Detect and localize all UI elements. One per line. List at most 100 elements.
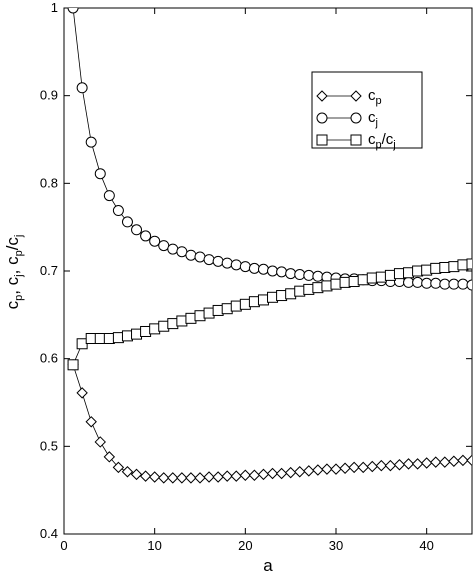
data-point bbox=[67, 359, 79, 371]
legend-swatch-marker bbox=[350, 134, 362, 146]
data-point bbox=[439, 278, 451, 290]
data-point bbox=[312, 464, 324, 476]
data-point bbox=[194, 251, 206, 263]
data-point bbox=[267, 291, 279, 303]
data-point bbox=[375, 271, 387, 283]
y-tick-label: 0.6 bbox=[40, 351, 58, 366]
series-group bbox=[67, 8, 472, 484]
legend-swatch-marker bbox=[350, 112, 362, 124]
data-point bbox=[103, 190, 115, 202]
data-point bbox=[221, 257, 233, 269]
data-point bbox=[384, 459, 397, 472]
data-point bbox=[411, 458, 424, 470]
data-point bbox=[257, 468, 270, 481]
data-point bbox=[375, 459, 388, 472]
x-tick-label: 10 bbox=[147, 538, 161, 553]
legend-label-cj: cj bbox=[368, 109, 378, 129]
data-point bbox=[457, 259, 469, 271]
legend-swatch-marker bbox=[316, 112, 328, 124]
y-tick-label: 0.9 bbox=[40, 88, 58, 103]
data-point bbox=[330, 463, 342, 475]
data-point bbox=[330, 278, 342, 290]
data-point bbox=[112, 205, 124, 217]
data-point bbox=[257, 263, 269, 275]
data-point bbox=[194, 310, 206, 322]
data-point bbox=[457, 454, 469, 467]
data-point bbox=[275, 467, 288, 480]
data-point bbox=[457, 278, 469, 290]
data-point bbox=[348, 461, 360, 474]
data-point bbox=[140, 325, 152, 337]
data-point bbox=[85, 416, 97, 428]
data-point bbox=[393, 268, 405, 280]
data-point bbox=[348, 276, 360, 288]
y-tick-label: 0.4 bbox=[40, 526, 58, 541]
data-point bbox=[403, 276, 415, 288]
data-point bbox=[421, 264, 433, 276]
data-point bbox=[167, 243, 179, 255]
data-point bbox=[140, 230, 152, 242]
data-point bbox=[257, 294, 269, 306]
data-point bbox=[158, 240, 170, 252]
data-point bbox=[321, 463, 333, 475]
data-point bbox=[221, 303, 233, 315]
data-point bbox=[130, 468, 143, 481]
data-point bbox=[466, 279, 472, 291]
data-point bbox=[312, 282, 324, 294]
legend-label-cp-cj: cp/cj bbox=[368, 131, 396, 151]
data-point bbox=[294, 269, 306, 281]
data-point bbox=[121, 216, 133, 228]
x-tick-label: 0 bbox=[60, 538, 67, 553]
data-point bbox=[239, 261, 251, 273]
data-point bbox=[221, 470, 233, 482]
data-point bbox=[303, 465, 315, 477]
data-point bbox=[203, 254, 215, 266]
data-point bbox=[212, 471, 224, 483]
data-point bbox=[248, 262, 260, 274]
data-point bbox=[412, 276, 424, 288]
data-point bbox=[366, 272, 378, 284]
data-point bbox=[312, 270, 324, 282]
data-point bbox=[203, 307, 215, 319]
data-point bbox=[185, 472, 197, 484]
data-point bbox=[384, 269, 396, 281]
data-point bbox=[248, 469, 261, 481]
data-point bbox=[466, 258, 472, 270]
data-point bbox=[339, 462, 351, 474]
data-point bbox=[85, 136, 97, 148]
series-line bbox=[72, 364, 472, 479]
data-point bbox=[76, 338, 88, 350]
data-point bbox=[167, 318, 179, 330]
data-point bbox=[76, 82, 88, 94]
data-point bbox=[185, 312, 197, 324]
data-point bbox=[139, 470, 152, 482]
data-point bbox=[194, 472, 206, 484]
data-point bbox=[448, 455, 460, 467]
data-point bbox=[412, 265, 424, 277]
legend-swatch-marker bbox=[350, 90, 362, 102]
data-point bbox=[357, 274, 369, 286]
data-point bbox=[448, 278, 460, 290]
data-point bbox=[148, 471, 161, 483]
data-point bbox=[230, 470, 242, 482]
legend: cp cj cp/cj bbox=[311, 71, 423, 151]
data-point bbox=[176, 246, 188, 258]
data-point bbox=[430, 277, 442, 289]
data-point bbox=[176, 472, 188, 484]
data-point bbox=[131, 224, 143, 236]
legend-swatch-marker bbox=[316, 134, 328, 146]
data-point bbox=[176, 315, 188, 327]
data-point bbox=[285, 268, 297, 280]
data-point bbox=[267, 265, 279, 277]
data-point bbox=[149, 323, 161, 335]
data-point bbox=[185, 249, 197, 261]
data-point bbox=[339, 276, 351, 288]
data-point bbox=[239, 469, 252, 481]
data-point bbox=[230, 259, 242, 271]
data-point bbox=[276, 266, 288, 278]
data-point bbox=[421, 277, 433, 289]
data-point bbox=[439, 261, 451, 273]
data-point bbox=[121, 466, 134, 478]
series-cj bbox=[67, 8, 472, 291]
